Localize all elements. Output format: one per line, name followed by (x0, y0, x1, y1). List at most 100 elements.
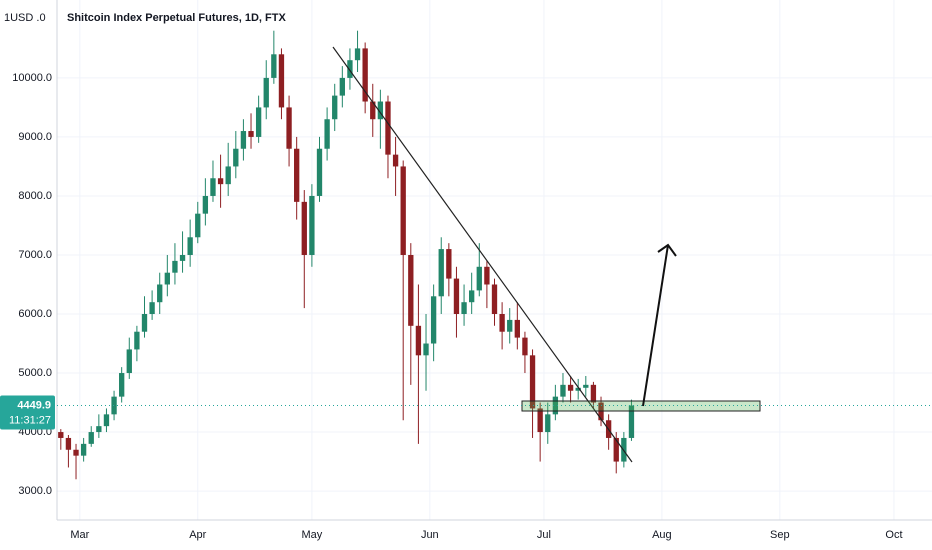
candle-body (164, 272, 170, 285)
candle-body (278, 54, 285, 108)
candle-body (217, 178, 224, 185)
candle-body (567, 384, 574, 391)
countdown-label: 11:31:27 (9, 414, 51, 426)
candle-body (301, 201, 307, 255)
candle-body (58, 432, 64, 438)
candle-body (202, 195, 209, 214)
y-tick-label: 5000.0 (18, 367, 52, 379)
candle-body (187, 237, 193, 255)
y-tick-label: 6000.0 (18, 308, 52, 320)
last-price-box (0, 395, 55, 430)
candle-body (347, 60, 353, 78)
candle-body (377, 101, 384, 120)
candle-body (225, 166, 231, 185)
candle-body (362, 48, 368, 102)
candle-body (583, 384, 589, 388)
x-tick-label: Mar (70, 529, 89, 541)
candle-body (96, 426, 102, 433)
candle-body (461, 302, 467, 315)
candle-body (522, 337, 528, 356)
last-price-label: 4449.9 (17, 399, 51, 411)
candle-body (560, 384, 566, 397)
candle-body (590, 384, 597, 403)
candle-body (438, 249, 444, 297)
candle-body (545, 414, 551, 433)
candle-body (195, 213, 201, 238)
candle-body (294, 148, 300, 202)
candle-body (613, 437, 619, 462)
candle-body (65, 437, 72, 450)
candle-body (400, 166, 406, 255)
candle-body (446, 249, 452, 279)
candle-body (248, 131, 254, 137)
candle-body (255, 107, 262, 137)
candle-body (392, 154, 399, 167)
candle-body (119, 373, 125, 397)
y-tick-label: 10000.0 (12, 72, 52, 84)
candle-body (73, 449, 79, 456)
candle-body (575, 387, 581, 391)
candle-body (126, 349, 132, 374)
x-tick-label: Sep (770, 529, 790, 541)
candle-body (628, 405, 635, 438)
candle-body (332, 95, 338, 120)
x-tick-label: Jul (537, 529, 551, 541)
candle-body (354, 48, 361, 61)
candle-body (339, 77, 345, 96)
candle-body (537, 408, 543, 433)
candle-body (430, 296, 437, 344)
candle-body (484, 266, 490, 285)
candle-body (263, 77, 269, 108)
candle-body (240, 131, 247, 149)
candle-body (552, 396, 559, 415)
candle-body (179, 254, 186, 261)
x-tick-label: Aug (652, 529, 672, 541)
candle-body (286, 107, 292, 149)
candle-body (233, 148, 239, 167)
candle-body (423, 343, 429, 356)
candle-body (415, 325, 422, 356)
currency-label: 1USD .0 (4, 12, 46, 24)
x-tick-label: Jun (421, 529, 439, 541)
chart-title: Shitcoin Index Perpetual Futures, 1D, FT… (67, 12, 286, 24)
candle-body (134, 331, 140, 350)
y-tick-label: 9000.0 (18, 131, 52, 143)
candle-body (157, 284, 163, 303)
candle-body (324, 119, 330, 149)
candle-body (385, 101, 391, 155)
candle-body (469, 290, 475, 303)
candle-body (271, 54, 277, 78)
zone (521, 400, 761, 412)
candle-body (172, 260, 178, 273)
drawings (332, 46, 761, 463)
candle-body (476, 266, 482, 291)
candle-body (491, 284, 498, 315)
y-tick-label: 3000.0 (18, 485, 52, 497)
candle-body (80, 443, 87, 456)
arrow-shaft (642, 244, 669, 407)
candle-body (408, 254, 414, 326)
candle-body (514, 319, 520, 338)
candle-body (507, 319, 513, 332)
y-tick-label: 7000.0 (18, 249, 52, 261)
candle-body (111, 396, 117, 415)
candle-body (529, 355, 536, 409)
candle-body (141, 314, 148, 332)
candle-body (210, 178, 216, 196)
candle-body (453, 278, 460, 315)
arrow-head (657, 243, 677, 257)
trend-line (332, 46, 633, 463)
candles (58, 30, 635, 480)
candle-body (499, 314, 505, 332)
x-tick-label: Oct (885, 529, 902, 541)
candle-body (309, 195, 315, 255)
candle-body (103, 414, 110, 427)
candle-body (370, 101, 376, 120)
y-tick-label: 8000.0 (18, 190, 52, 202)
x-tick-label: Apr (189, 529, 206, 541)
candle-body (149, 302, 155, 315)
candle-body (88, 432, 94, 444)
candle-body (316, 148, 323, 196)
